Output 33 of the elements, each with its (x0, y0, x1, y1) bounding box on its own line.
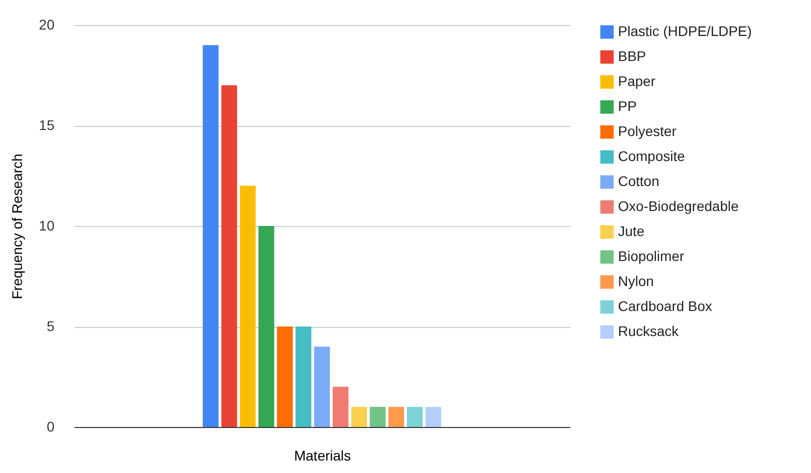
bar (240, 186, 256, 427)
y-tick-label: 5 (46, 318, 55, 334)
legend-label: Cardboard Box (618, 298, 712, 314)
legend-label: Polyester (618, 123, 677, 139)
bar (296, 326, 312, 427)
bar (370, 406, 386, 427)
legend-label: Jute (618, 223, 645, 239)
legend-label: Composite (618, 148, 686, 164)
legend-label: Rucksack (618, 323, 680, 339)
bar (258, 226, 274, 427)
bar (332, 386, 348, 427)
legend-label: Biopolimer (618, 248, 684, 264)
bar (277, 326, 293, 427)
legend-label: Nylon (618, 273, 654, 289)
x-axis-title: Materials (294, 448, 351, 464)
legend-label: Oxo-Biodegredable (618, 198, 739, 214)
y-axis-title: Frequency of Research (8, 154, 25, 300)
legend-label: BBP (618, 48, 646, 64)
bar (406, 406, 423, 427)
bar (221, 85, 238, 427)
legend-label: Paper (618, 73, 656, 89)
bar (388, 406, 404, 427)
legend-label: PP (618, 98, 637, 114)
y-tick-label: 0 (46, 418, 55, 434)
y-tick-label: 10 (38, 218, 55, 234)
bar (202, 45, 219, 427)
y-tick-label: 20 (38, 16, 55, 32)
y-tick-label: 15 (38, 117, 55, 133)
legend-label: Plastic (HDPE/LDPE) (618, 23, 752, 39)
bar (314, 346, 330, 427)
bar (425, 406, 442, 427)
legend-label: Cotton (618, 173, 660, 189)
bar (351, 406, 367, 427)
